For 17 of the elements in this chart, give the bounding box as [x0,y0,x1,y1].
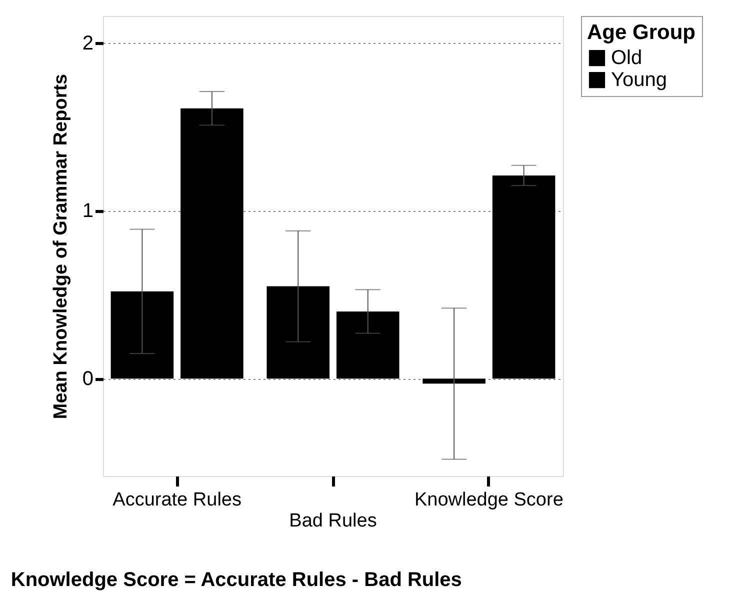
x-tick-label: Accurate Rules [112,490,242,510]
legend-label: Young [611,69,667,91]
legend-title: Age Group [587,21,696,44]
legend-label: Old [611,47,642,69]
bar [266,286,330,379]
bar [110,291,174,379]
bar [336,311,400,379]
bar [180,108,244,379]
x-tick-label: Bad Rules [289,510,377,532]
bar [492,175,556,379]
y-axis-title: Mean Knowledge of Grammar Reports [50,74,72,420]
y-tick-label: 2 [82,32,94,54]
x-tick-label: Knowledge Score [414,490,564,510]
y-tick-label: 1 [82,200,94,222]
text: Knowledge Score = Accurate Rules - Bad Rules [10,569,462,591]
y-tick-label: 0 [82,368,94,390]
bar [422,378,486,384]
